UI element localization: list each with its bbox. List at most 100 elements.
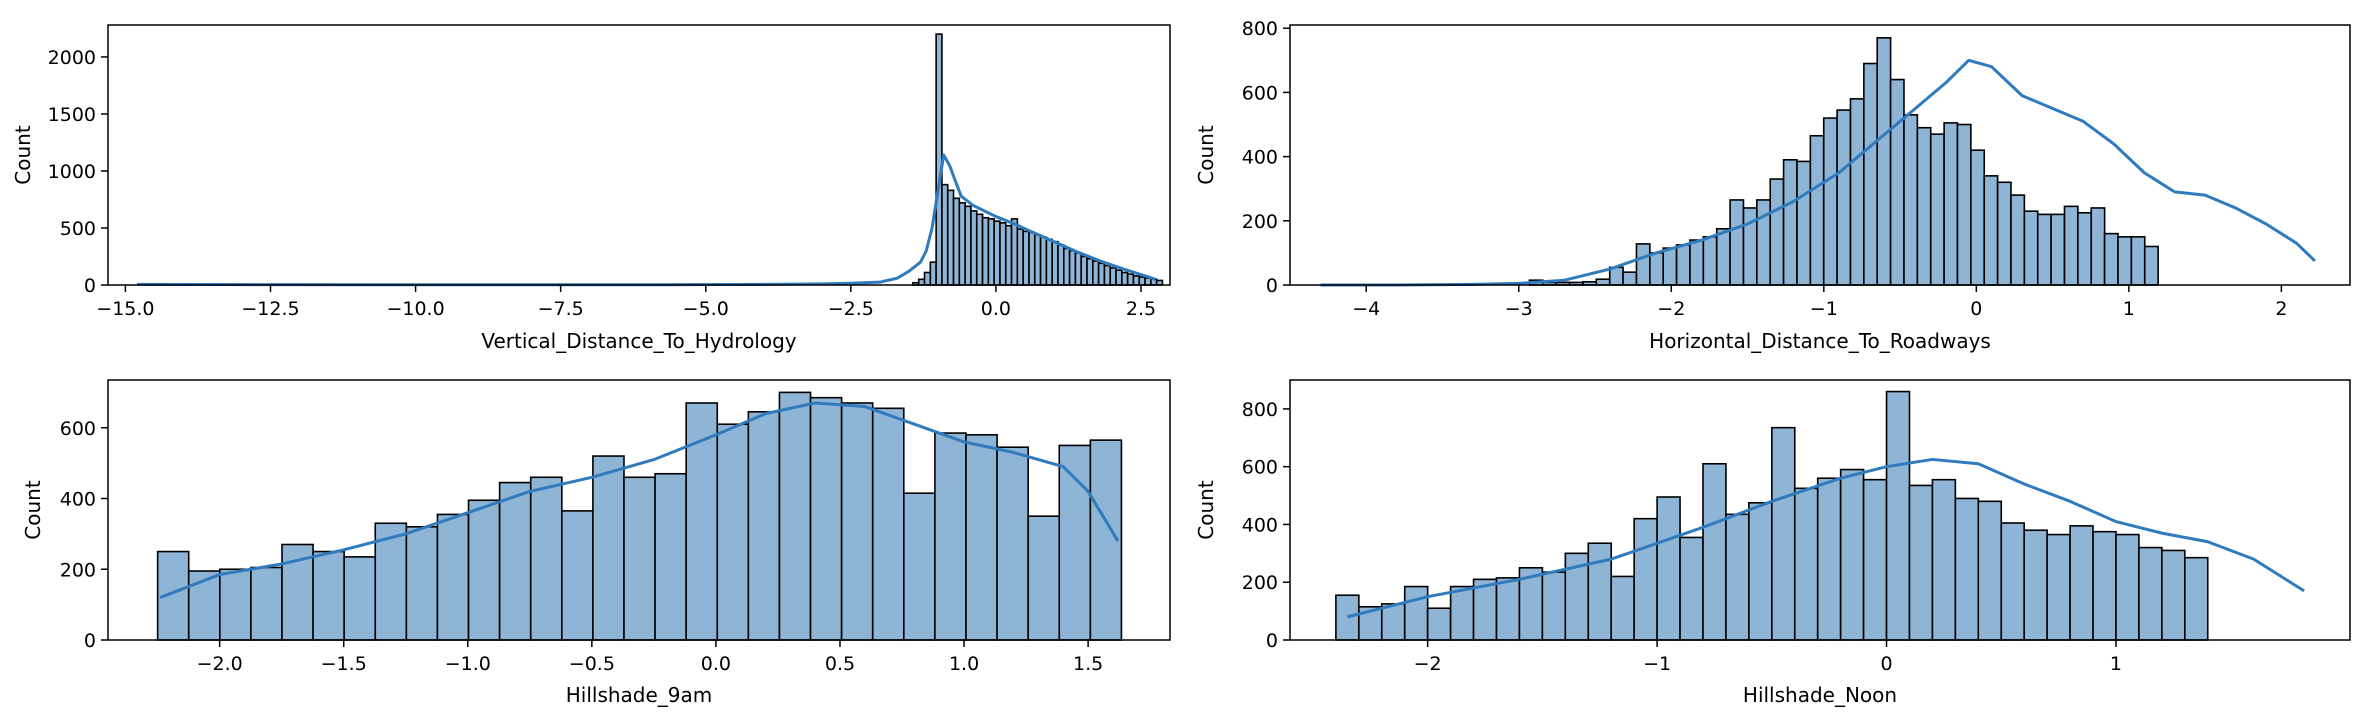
axes-frame: [107, 379, 1171, 641]
histogram-bar: [923, 271, 932, 286]
histogram-bar: [1983, 175, 1999, 286]
histogram-bar: [1063, 247, 1071, 286]
histogram-bar: [2092, 530, 2117, 641]
histogram-bar: [2103, 232, 2119, 286]
histogram-bar: [1057, 244, 1065, 286]
y-tick-label: 1000: [48, 161, 96, 183]
histogram-bar: [2046, 533, 2071, 641]
histogram-bar: [623, 476, 656, 641]
y-axis-label: Count: [11, 125, 35, 185]
histogram-bar: [1132, 275, 1141, 286]
x-tick-label: 1.5: [1073, 653, 1103, 675]
histogram-bar: [1092, 260, 1100, 286]
histogram-bar: [1010, 218, 1019, 286]
x-tick-label: −3: [1505, 298, 1533, 320]
histogram-bar: [952, 197, 961, 286]
histogram-bar: [529, 476, 563, 641]
histogram-bar: [1929, 133, 1945, 286]
histogram-bar: [1943, 122, 1959, 286]
histogram-bar: [958, 202, 966, 286]
axes-frame: [107, 24, 1171, 286]
histogram-bar: [1956, 123, 1972, 286]
histogram-bar: [996, 446, 1029, 641]
y-tick-label: 800: [1242, 399, 1278, 421]
histogram-bar: [1635, 243, 1651, 286]
histogram-bar: [1809, 134, 1825, 286]
histogram-bar: [941, 183, 949, 286]
histogram-bar: [2010, 194, 2026, 286]
x-tick-label: 0.5: [825, 653, 855, 675]
y-tick-label: 0: [1266, 275, 1278, 297]
x-tick-label: −1.5: [321, 653, 367, 675]
histogram-bar: [405, 525, 439, 641]
histogram-bar: [2138, 546, 2163, 641]
x-tick-label: 0: [1880, 653, 1892, 675]
x-tick-label: −2: [1414, 653, 1442, 675]
histogram-bar: [2130, 236, 2146, 286]
histogram-bar: [1970, 149, 1986, 286]
x-tick-label: −10.0: [386, 298, 444, 320]
y-axis-label: Count: [1194, 125, 1218, 185]
plot-area: [1320, 37, 2316, 287]
histogram-bar: [1931, 478, 1957, 641]
histogram-bar: [903, 492, 936, 641]
histogram-bar: [1649, 252, 1665, 286]
histogram-bar: [1908, 484, 1934, 641]
histogram-bar: [946, 189, 955, 286]
histogram-bar: [2143, 245, 2159, 286]
y-tick-label: 600: [60, 418, 96, 440]
histogram-bar: [1068, 249, 1077, 286]
x-tick-label: −15.0: [96, 298, 154, 320]
histogram-bar: [1058, 444, 1092, 641]
y-tick-label: 0: [1266, 630, 1278, 652]
y-tick-label: 800: [1242, 18, 1278, 40]
histogram-bar: [1769, 178, 1785, 286]
x-tick-label: 0.0: [701, 653, 731, 675]
x-tick-label: 0: [1970, 298, 1982, 320]
histogram-bar: [2077, 211, 2093, 286]
x-tick-label: −1.0: [445, 653, 491, 675]
histogram-bar: [965, 434, 998, 641]
kde-line: [1346, 457, 2305, 619]
histogram-bar: [1996, 181, 2012, 286]
histogram-bar: [2117, 236, 2133, 286]
y-tick-label: 0: [84, 275, 96, 297]
y-tick-label: 600: [1242, 457, 1278, 479]
histogram-bar: [1903, 114, 1919, 286]
x-axis-label: Vertical_Distance_To_Hydrology: [481, 329, 796, 353]
axes-frame: [1289, 24, 2351, 286]
histogram-bar: [970, 210, 978, 286]
x-tick-label: 1: [2110, 653, 2122, 675]
histogram-bar: [1816, 477, 1842, 641]
histogram-bar: [2023, 210, 2039, 286]
histogram-bar: [1595, 278, 1611, 286]
plot-area: [137, 33, 1164, 287]
histogram-bar: [1004, 224, 1013, 286]
histogram-bar: [1126, 273, 1135, 286]
y-axis-label: Count: [1194, 480, 1218, 540]
x-axis-label: Hillshade_9am: [566, 683, 713, 707]
histogram-bar: [250, 566, 283, 641]
histogram-bar: [1403, 585, 1429, 641]
axes-frame: [1289, 379, 2351, 641]
kde-line: [1320, 58, 2316, 287]
histogram-bar: [1679, 536, 1704, 641]
histogram-bar: [1587, 542, 1613, 641]
histogram-bar: [975, 213, 984, 286]
histogram-bar: [343, 556, 377, 641]
histogram-bar: [2050, 213, 2066, 286]
histogram-bar: [999, 222, 1007, 286]
histogram-bar: [1449, 585, 1475, 641]
histogram-bar: [981, 216, 990, 286]
histogram-bar: [1051, 240, 1059, 286]
histogram-bar: [1916, 126, 1932, 286]
histogram-bar: [1028, 231, 1036, 286]
y-tick-label: 400: [1242, 147, 1278, 169]
panel-horizontal-distance-to-roadways: Horizontal_Distance_To_Roadways Count −4…: [1194, 18, 2351, 353]
histogram-bar: [1335, 594, 1360, 641]
histogram-bar: [993, 220, 1001, 286]
histogram-bar: [2161, 549, 2186, 641]
histogram-bar: [871, 407, 905, 641]
histogram-bar: [2184, 556, 2209, 641]
